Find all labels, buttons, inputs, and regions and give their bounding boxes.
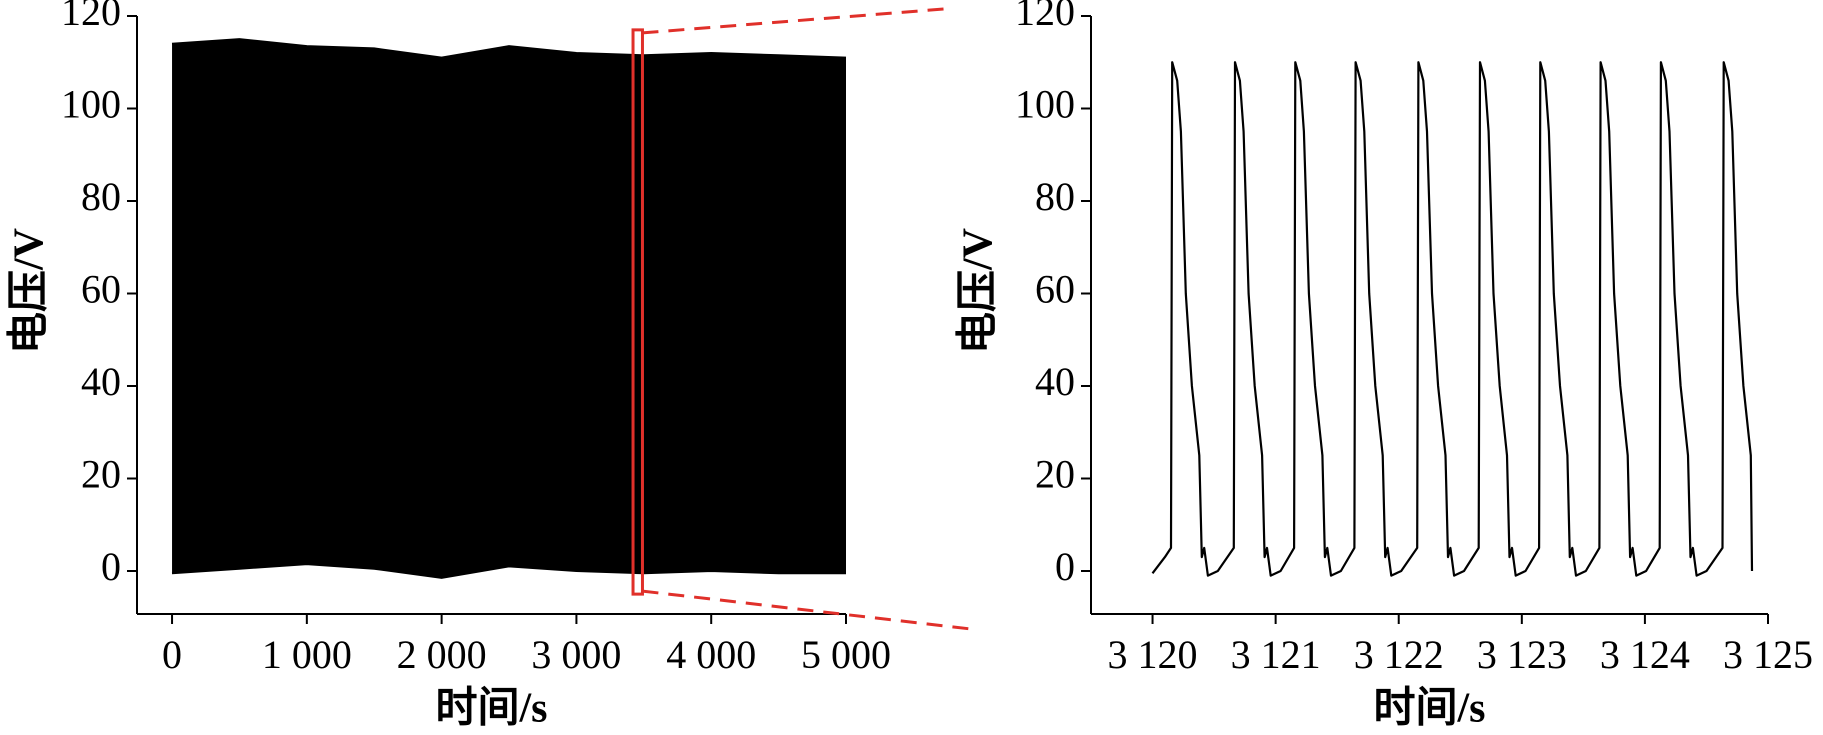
x-tick-label: 5 000 xyxy=(801,632,891,677)
x-tick-label: 0 xyxy=(162,632,182,677)
y-tick-label: 120 xyxy=(1015,0,1075,34)
y-tick-label: 40 xyxy=(81,359,121,404)
y-tick-label: 100 xyxy=(1015,82,1075,127)
x-tick-label: 3 122 xyxy=(1354,632,1444,677)
band-edge xyxy=(171,563,846,579)
x-tick-label: 3 000 xyxy=(531,632,621,677)
line xyxy=(1151,61,1754,577)
x-tick-label: 3 120 xyxy=(1108,632,1198,677)
x-axis-title: 时间/s xyxy=(435,685,547,732)
x-tick-label: 3 124 xyxy=(1600,632,1690,677)
band-fill xyxy=(172,39,846,578)
y-axis-title: 电压/V xyxy=(955,228,1002,354)
y-tick-label: 120 xyxy=(61,0,121,34)
y-tick-label: 80 xyxy=(1035,174,1075,219)
zoom-connector xyxy=(642,589,972,631)
band-edge xyxy=(171,38,847,59)
y-tick-label: 60 xyxy=(1035,267,1075,312)
y-tick-label: 40 xyxy=(1035,359,1075,404)
y-tick-label: 60 xyxy=(81,267,121,312)
x-tick-label: 4 000 xyxy=(666,632,756,677)
y-tick-label: 80 xyxy=(81,174,121,219)
x-tick-label: 3 121 xyxy=(1231,632,1321,677)
zoom-connector xyxy=(642,7,945,35)
y-tick-label: 100 xyxy=(61,82,121,127)
y-tick-label: 20 xyxy=(1035,452,1075,497)
x-tick-label: 2 000 xyxy=(397,632,487,677)
x-tick-label: 3 125 xyxy=(1723,632,1813,677)
y-axis-title: 电压/V xyxy=(6,228,53,354)
x-tick-label: 3 123 xyxy=(1477,632,1567,677)
y-tick-label: 20 xyxy=(81,452,121,497)
zoom-box xyxy=(631,28,644,596)
x-axis-title: 时间/s xyxy=(1373,685,1485,732)
y-tick-label: 0 xyxy=(1055,544,1075,589)
y-tick-label: 0 xyxy=(101,544,121,589)
x-tick-label: 1 000 xyxy=(262,632,352,677)
